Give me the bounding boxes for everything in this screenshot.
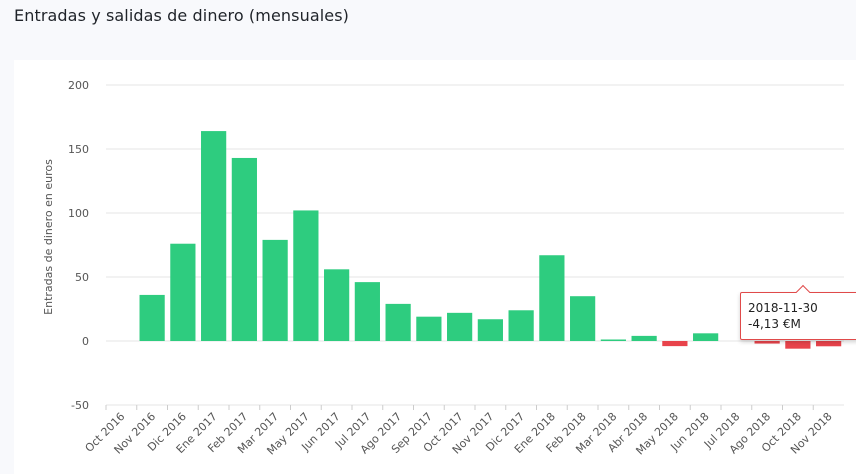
- bar-chart: 200 150 100 50 0 -50 Entradas de dinero en eur…: [42, 79, 844, 457]
- bar: [293, 210, 319, 341]
- chart-tooltip: 2018-11-30 -4,13 €M: [740, 284, 856, 340]
- y-tick-label: 50: [75, 271, 89, 284]
- bar: [170, 243, 196, 341]
- y-tick-label: 100: [68, 207, 89, 220]
- bar: [693, 333, 719, 341]
- y-tick-label: 150: [68, 143, 89, 156]
- bar: [447, 312, 473, 341]
- bar: [324, 269, 350, 341]
- bar: [385, 303, 411, 341]
- y-tick-label: 0: [82, 335, 89, 348]
- bar: [785, 341, 811, 349]
- bar: [662, 341, 688, 347]
- tooltip-date: 2018-11-30: [748, 301, 818, 315]
- bar: [539, 255, 565, 341]
- bar: [354, 282, 380, 341]
- y-tick-label: -50: [71, 399, 89, 412]
- bar: [139, 294, 165, 341]
- bar: [262, 239, 288, 341]
- bar: [631, 335, 657, 341]
- bar: [231, 157, 257, 341]
- bar: [201, 131, 227, 341]
- bar: [416, 316, 442, 341]
- bar: [477, 319, 503, 341]
- bar: [570, 296, 596, 341]
- page-title: Entradas y salidas de dinero (mensuales): [14, 6, 349, 25]
- bar: [600, 339, 626, 341]
- bar: [816, 341, 842, 347]
- y-axis-title: Entradas de dinero en euros: [42, 159, 55, 315]
- bar: [754, 341, 780, 344]
- bar: [508, 310, 534, 341]
- tooltip-value: -4,13 €M: [748, 317, 801, 331]
- chart-card: 200 150 100 50 0 -50 Entradas de dinero en eur…: [14, 60, 856, 474]
- y-tick-label: 200: [68, 79, 89, 92]
